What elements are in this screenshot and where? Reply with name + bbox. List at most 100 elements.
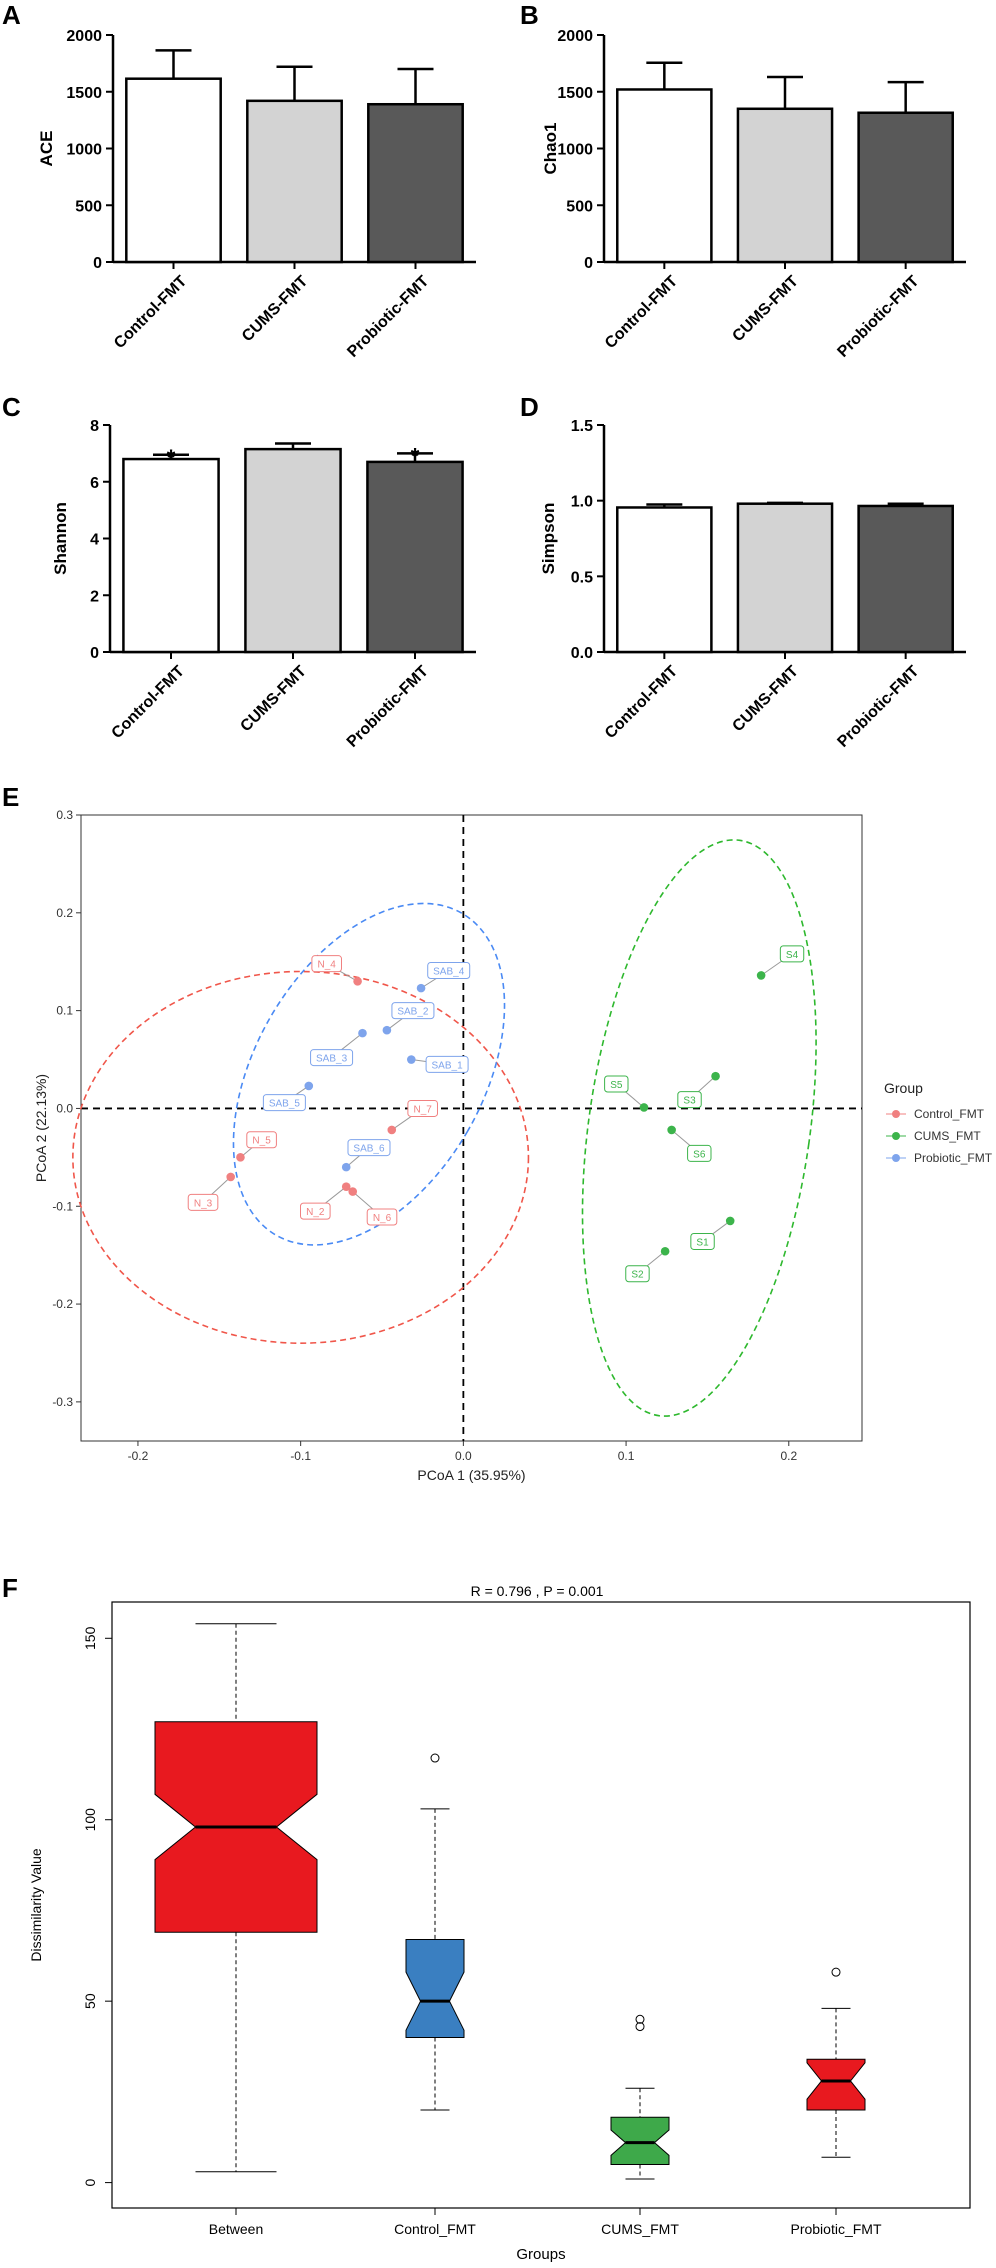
label-box-n-3: [187, 1193, 219, 1211]
y-tick-label-e: -0.3: [52, 1395, 73, 1409]
label-box-n-4: [311, 955, 342, 973]
point-s2: [660, 1246, 670, 1256]
label-box-sab-6: [347, 1139, 391, 1157]
x-tick-label-e: -0.1: [290, 1449, 311, 1463]
point-s3: [711, 1071, 720, 1081]
y-tick-label-c: 4: [90, 532, 99, 549]
bar-control-fmt-a: [125, 77, 222, 264]
y-tick-label-d: 0.5: [571, 569, 593, 586]
x-tick-label-probiotic-fmt-c: Probiotic-FMT: [344, 663, 432, 751]
point-label-sab-6: SAB_6: [353, 1144, 385, 1155]
significance-mark-probiotic-fmt-c: *: [411, 443, 420, 468]
legend-label-control-fmt: Control_FMT: [914, 1107, 985, 1121]
ellipse-cums-fmt: [581, 839, 817, 1417]
point-label-n-2: N_2: [306, 1207, 325, 1218]
bar-probiotic-fmt-a: [367, 102, 464, 264]
panel-label-b: B: [520, 0, 539, 30]
point-n-5: [236, 1153, 245, 1162]
plot-frame-e: [80, 814, 863, 1442]
legend-marker-probiotic-fmt: [892, 1154, 900, 1162]
y-tick-label-b: 0: [584, 255, 593, 272]
outlier-cums-fmt: [635, 2014, 645, 2024]
y-tick-label-e: -0.1: [52, 1199, 73, 1213]
x-tick-label-control-fmt-d: Control-FMT: [602, 663, 681, 742]
y-tick-label-d: 0.0: [571, 645, 593, 662]
point-label-s5: S5: [610, 1080, 623, 1091]
panel-d: D Simpson 0.0 0.5 1.0 1.5 Control-FMT CUMS-FMT P…: [520, 392, 966, 751]
bar-control-fmt-c: [122, 457, 220, 654]
x-tick-label-between: Between: [209, 2221, 263, 2237]
legend-e: Group Control_FMT CUMS_FMT Probiotic_FMT: [884, 1080, 993, 1165]
panel-e: E -0.2 -0.1 0.0 0.1 0.2 0.3 0.2 0.1 0.0 -0.1 -0.2 -0…: [2, 782, 993, 1483]
label-box-s6: [687, 1144, 712, 1162]
label-box-sab-4: [427, 962, 471, 980]
x-tick-label-cums-fmt-d: CUMS-FMT: [729, 663, 802, 736]
label-box-s3: [677, 1091, 702, 1109]
point-n-2: [341, 1182, 351, 1191]
point-label-n-5: N_5: [252, 1136, 271, 1147]
y-tick-label-c: 8: [90, 418, 99, 435]
y-tick-label-a: 2000: [66, 28, 102, 45]
bar-cums-fmt-d: [736, 502, 834, 654]
bar-cums-fmt-b: [736, 107, 834, 264]
y-tick-label-e: 0.3: [56, 808, 73, 822]
x-tick-label-control-fmt: Control_FMT: [394, 2221, 476, 2237]
y-tick-label-f: 0: [82, 2178, 98, 2186]
x-axis-label-e: PCoA 1 (35.95%): [417, 1467, 525, 1483]
label-box-s2: [625, 1265, 650, 1283]
point-sab-5: [304, 1081, 314, 1091]
x-tick-label-cums-fmt-b: CUMS-FMT: [729, 273, 802, 346]
point-label-n-7: N_7: [414, 1104, 433, 1115]
x-tick-label-control-fmt-b: Control-FMT: [602, 273, 681, 352]
panel-label-e: E: [2, 782, 19, 812]
y-tick-label-a: 1500: [66, 85, 102, 102]
stats-title-f: R = 0.796 , P = 0.001: [471, 1583, 604, 1599]
y-tick-label-d: 1.0: [571, 494, 593, 511]
point-sab-2: [382, 1025, 392, 1035]
x-tick-label-cums-fmt: CUMS_FMT: [601, 2221, 679, 2237]
panel-label-d: D: [520, 392, 539, 422]
label-box-n-2: [300, 1202, 331, 1220]
y-tick-label-e: 0.0: [56, 1101, 73, 1115]
outlier-probiotic-fmt: [831, 1967, 841, 1977]
y-tick-label-d: 1.5: [571, 418, 593, 435]
y-tick-label-e: 0.1: [56, 1004, 73, 1018]
significance-mark-control-fmt-c: *: [167, 445, 176, 470]
point-n-6: [348, 1187, 358, 1196]
y-tick-label-e: -0.2: [52, 1297, 73, 1311]
x-tick-label-cums-fmt-a: CUMS-FMT: [239, 273, 312, 346]
panel-label-f: F: [2, 1573, 18, 1603]
ellipse-probiotic-fmt: [232, 902, 506, 1246]
label-box-sab-1: [425, 1055, 469, 1073]
x-tick-label-probiotic-fmt: Probiotic_FMT: [790, 2221, 881, 2237]
point-label-s4: S4: [786, 950, 799, 961]
point-label-s2: S2: [631, 1270, 644, 1281]
point-label-s3: S3: [683, 1096, 696, 1107]
y-axis-label-f: Dissimilarity Value: [28, 1848, 44, 1962]
point-n-4: [353, 976, 362, 986]
x-tick-label-cums-fmt-c: CUMS-FMT: [237, 663, 310, 736]
point-label-s1: S1: [696, 1237, 709, 1248]
x-tick-label-control-fmt-a: Control-FMT: [111, 273, 190, 352]
point-s5: [639, 1103, 649, 1112]
x-tick-label-control-fmt-c: Control-FMT: [109, 663, 188, 742]
x-tick-label-e: -0.2: [128, 1449, 149, 1463]
point-label-sab-2: SAB_2: [397, 1007, 429, 1018]
ellipse-control-fmt: [72, 970, 530, 1344]
bar-control-fmt-d: [616, 506, 713, 654]
label-box-s4: [779, 945, 805, 963]
y-tick-label-f: 50: [82, 1993, 98, 2009]
bar-control-fmt-b: [616, 88, 713, 264]
y-axis-label-a: ACE: [37, 131, 56, 167]
point-sab-1: [406, 1055, 416, 1064]
point-s1: [725, 1216, 735, 1226]
x-axis-label-f: Groups: [516, 2246, 565, 2263]
legend-label-probiotic-fmt: Probiotic_FMT: [914, 1151, 993, 1165]
y-axis-label-e: PCoA 2 (22.13%): [33, 1074, 49, 1182]
bar-probiotic-fmt-c: [366, 460, 464, 654]
bar-probiotic-fmt-d: [857, 504, 954, 654]
label-box-sab-3: [310, 1049, 354, 1067]
label-box-sab-5: [262, 1094, 306, 1112]
x-tick-label-probiotic-fmt-b: Probiotic-FMT: [834, 273, 922, 361]
